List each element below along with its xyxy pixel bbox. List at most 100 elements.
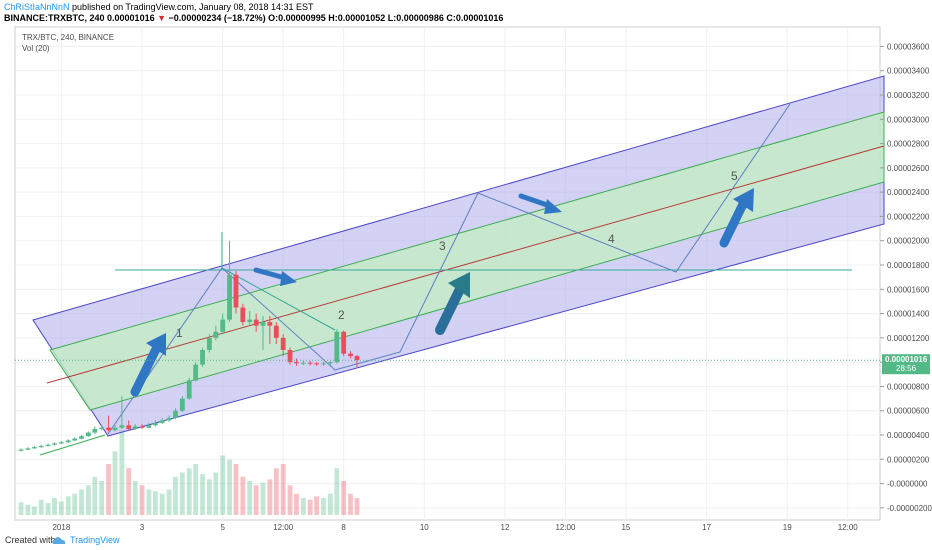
volume-bar	[227, 459, 232, 515]
candle-body	[139, 426, 145, 428]
y-tick-label: 0.00003400	[887, 67, 930, 76]
candle-body	[132, 426, 138, 429]
volume-bar	[79, 489, 84, 515]
y-tick-label: 0.00000400	[887, 431, 930, 440]
candle-body	[193, 364, 199, 381]
arrow	[719, 195, 750, 248]
y-tick-label: 0.00003200	[887, 91, 930, 100]
countdown: 28:56	[896, 364, 917, 373]
wave-label: 1	[176, 326, 183, 340]
volume-bar	[341, 481, 347, 515]
y-tick-label: 0.00002200	[887, 212, 930, 221]
candle-body	[65, 440, 71, 443]
volume-bar	[92, 476, 98, 515]
volume-bar	[354, 498, 360, 515]
candle-body	[38, 445, 44, 448]
wave-guide	[221, 267, 336, 331]
candle-body	[300, 362, 306, 364]
volume-bar	[52, 498, 57, 515]
candle-body	[321, 363, 326, 365]
volume-bar	[300, 498, 306, 515]
candle-body	[52, 443, 57, 445]
x-tick-label: 12:00	[838, 523, 859, 532]
y-tick-label: 0.00001400	[887, 310, 930, 319]
author[interactable]: ChRiStIaNnNnN	[4, 2, 70, 12]
volume-bar	[240, 476, 246, 515]
volume-bar	[112, 451, 118, 515]
volume-bar	[193, 464, 199, 515]
channel-inner	[49, 111, 885, 411]
last: 0.00001016	[107, 13, 155, 23]
volume-bar	[267, 479, 273, 515]
volume-bar	[58, 501, 64, 515]
y-tick-label: 0.00002000	[887, 237, 930, 246]
candle-body	[18, 449, 24, 451]
candle-body	[227, 274, 232, 320]
published: published on TradingView.com, January 08…	[72, 2, 314, 12]
y-tick-label: 0.00003000	[887, 115, 930, 124]
candle-body	[267, 322, 273, 326]
arrow	[253, 267, 288, 281]
symbol: BINANCE:TRXBTC, 240	[4, 13, 105, 23]
volume-bar	[173, 476, 178, 515]
wave-label: 5	[731, 169, 738, 183]
x-tick-label: 19	[783, 523, 792, 532]
candle-body	[334, 331, 340, 363]
volume-bar	[179, 472, 185, 515]
low: L:0.00000986	[387, 13, 444, 23]
candle-body	[213, 331, 219, 338]
header-line1: ChRiStIaNnNnN published on TradingView.c…	[4, 2, 314, 12]
volume-bar	[126, 468, 132, 515]
volume-bar	[99, 481, 105, 515]
volume-bar	[45, 503, 51, 515]
brand-logo	[52, 537, 66, 544]
x-tick-label: 2018	[52, 523, 70, 532]
candle-body	[152, 422, 158, 426]
volume-bar	[132, 481, 138, 515]
volume-bar	[18, 502, 24, 515]
x-tick-label: 12	[501, 523, 510, 532]
wave-label: 2	[338, 308, 345, 322]
candle-body	[307, 362, 313, 364]
candle-body	[85, 432, 91, 437]
candle-body	[45, 444, 51, 446]
candle-body	[280, 337, 286, 350]
volume-bar	[106, 464, 111, 515]
volume-bar	[253, 485, 259, 515]
arrow	[518, 193, 553, 209]
volume-bar	[314, 496, 320, 515]
volume-bar	[327, 493, 333, 515]
arrow	[435, 280, 467, 335]
y-tick-label: 0.00002800	[887, 140, 930, 149]
candle-body	[247, 319, 253, 323]
x-tick-label: 12:00	[555, 523, 576, 532]
candle-body	[240, 307, 246, 323]
volume-bar	[220, 455, 226, 515]
y-tick-label: -0.00000200	[887, 504, 932, 513]
volume-bar	[31, 506, 37, 515]
candle-body	[106, 427, 111, 431]
price-tag-bg	[882, 354, 930, 375]
change: −0.00000234 (−18.72%)	[168, 13, 266, 23]
candle-body	[72, 438, 78, 441]
close: C:0.00001016	[446, 13, 504, 23]
volume-bar	[159, 493, 165, 515]
x-tick-label: 12:00	[273, 523, 294, 532]
volume-bar	[307, 499, 313, 515]
candle-body	[166, 418, 172, 421]
channel-mid	[46, 145, 885, 384]
wave-label: 4	[608, 232, 615, 246]
footer-brand[interactable]: TradingView	[70, 535, 120, 545]
candle-body	[119, 425, 125, 428]
y-tick-label: 0.00001600	[887, 285, 930, 294]
candle-body	[294, 362, 299, 364]
volume-bar	[334, 468, 340, 515]
volume-bar	[65, 496, 71, 515]
candle-body	[273, 325, 279, 338]
candle-body	[200, 350, 205, 365]
candle-body	[287, 350, 293, 363]
volume-bar	[348, 493, 353, 515]
x-tick-label: 8	[341, 523, 346, 532]
